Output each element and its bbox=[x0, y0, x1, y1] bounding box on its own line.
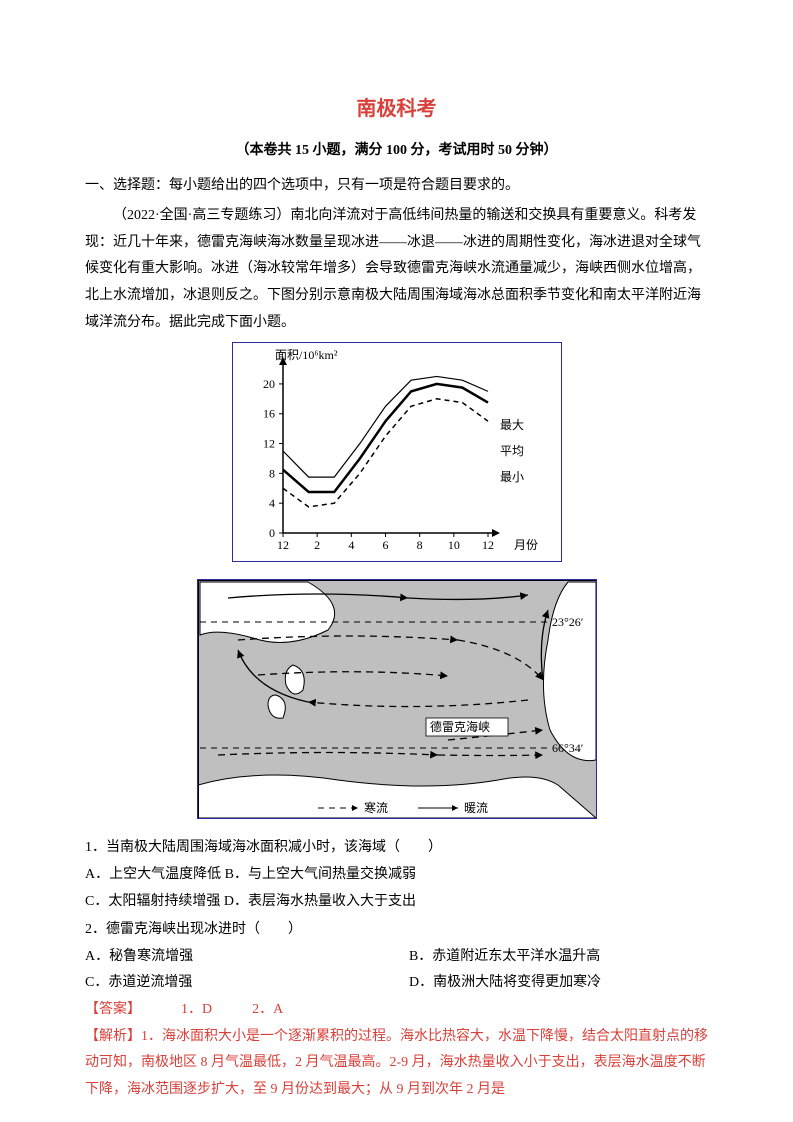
section-intro: 一、选择题：每小题给出的四个选项中，只有一项是符合题目要求的。 bbox=[85, 173, 708, 200]
svg-text:66°34′: 66°34′ bbox=[552, 741, 584, 755]
svg-text:12: 12 bbox=[482, 538, 494, 552]
svg-text:最大: 最大 bbox=[500, 418, 524, 432]
q2-opts-row1: A．秘鲁寒流增强 B．赤道附近东太平洋水温升高 bbox=[85, 944, 708, 971]
q2-opt-c: C．赤道逆流增强 bbox=[85, 970, 409, 997]
q1-opts-row2: C．太阳辐射持续增强 D．表层海水热量收入大于支出 bbox=[85, 889, 708, 916]
q2-opt-d: D．南极洲大陆将变得更加寒冷 bbox=[409, 970, 708, 997]
q2-opt-b: B．赤道附近东太平洋水温升高 bbox=[409, 944, 708, 971]
q1-opt-a: A．上空大气温度降低 bbox=[85, 867, 221, 882]
svg-text:寒流: 寒流 bbox=[364, 800, 388, 815]
q1-stem: 1．当南极大陆周围海域海冰面积减小时，该海域（ ） bbox=[85, 835, 708, 862]
answer-label: 【答案】 bbox=[85, 1002, 141, 1017]
svg-text:2: 2 bbox=[314, 538, 320, 552]
svg-text:8: 8 bbox=[416, 538, 422, 552]
q2-opt-a: A．秘鲁寒流增强 bbox=[85, 944, 409, 971]
explanation: 【解析】1．海冰面积大小是一个逐渐累积的过程。海水比热容大，水温下降慢，结合太阳… bbox=[85, 1024, 708, 1104]
svg-text:最小: 最小 bbox=[500, 470, 524, 484]
q2-stem: 2．德雷克海峡出现冰进时（ ） bbox=[85, 917, 708, 944]
svg-text:平均: 平均 bbox=[500, 444, 524, 458]
svg-text:12: 12 bbox=[263, 437, 275, 451]
svg-text:月份: 月份 bbox=[514, 538, 538, 552]
svg-text:0: 0 bbox=[269, 526, 275, 540]
page-title: 南极科考 bbox=[85, 90, 708, 128]
explain-label: 【解析】 bbox=[85, 1029, 141, 1044]
q1-opt-b: B．与上空大气间热量交换减弱 bbox=[225, 867, 416, 882]
svg-text:6: 6 bbox=[382, 538, 388, 552]
figure-chart-area: 面积/10⁶km²0481216201224681012月份最大平均最小 bbox=[85, 342, 708, 573]
svg-text:10: 10 bbox=[447, 538, 459, 552]
sea-ice-chart: 面积/10⁶km²0481216201224681012月份最大平均最小 bbox=[232, 342, 562, 562]
svg-text:4: 4 bbox=[269, 496, 275, 510]
svg-text:12: 12 bbox=[277, 538, 289, 552]
answer-line: 【答案】 1．D 2．A bbox=[85, 997, 708, 1024]
q2-opts-row2: C．赤道逆流增强 D．南极洲大陆将变得更加寒冷 bbox=[85, 970, 708, 997]
page-subtitle: （本卷共 15 小题，满分 100 分，考试用时 50 分钟） bbox=[85, 138, 708, 165]
svg-text:16: 16 bbox=[263, 407, 275, 421]
q1-opt-c: C．太阳辐射持续增强 bbox=[85, 894, 220, 909]
explain-text: 1．海冰面积大小是一个逐渐累积的过程。海水比热容大，水温下降慢，结合太阳直射点的… bbox=[85, 1029, 708, 1097]
answer-1: 1．D bbox=[181, 1002, 212, 1017]
svg-text:8: 8 bbox=[269, 467, 275, 481]
svg-text:20: 20 bbox=[263, 377, 275, 391]
answer-2: 2．A bbox=[252, 1002, 283, 1017]
figure-map: 23°26′ 66°34′ 德雷克海峡寒流 暖流 bbox=[85, 579, 708, 830]
ocean-current-map: 23°26′ 66°34′ 德雷克海峡寒流 暖流 bbox=[197, 579, 597, 819]
q1-opt-d: D．表层海水热量收入大于支出 bbox=[224, 894, 416, 909]
q1-opts-row1: A．上空大气温度降低 B．与上空大气间热量交换减弱 bbox=[85, 862, 708, 889]
svg-text:德雷克海峡: 德雷克海峡 bbox=[430, 719, 490, 734]
svg-text:4: 4 bbox=[348, 538, 354, 552]
svg-text:23°26′: 23°26′ bbox=[552, 615, 584, 629]
svg-text:暖流: 暖流 bbox=[464, 801, 488, 815]
passage: （2022·全国·高三专题练习）南北向洋流对于高低纬间热量的输送和交换具有重要意… bbox=[85, 203, 708, 336]
